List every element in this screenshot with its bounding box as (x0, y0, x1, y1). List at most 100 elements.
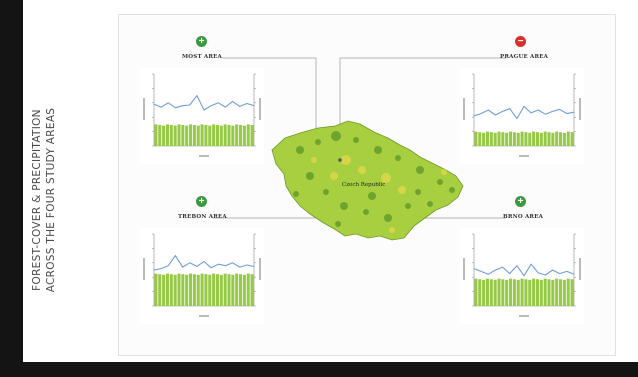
forest-cover-bar (528, 132, 532, 146)
forest-cover-bar (539, 279, 543, 306)
forest-cover-bar (505, 132, 509, 146)
country-label: Czech Republic (342, 182, 386, 188)
forest-cover-bar (165, 273, 169, 306)
forest-cover-bar (212, 273, 216, 306)
forest-cover-bar (528, 279, 532, 306)
forest-cover-bar (535, 279, 539, 306)
forest-cover-bar (570, 279, 574, 306)
forest-cover-bar (181, 274, 185, 306)
forest-cover-bar (235, 273, 239, 306)
forest-cover-bar (154, 273, 158, 306)
forest-cover-bar (223, 273, 227, 306)
y-axis-title-stub (463, 98, 465, 120)
forest-cover-bar (177, 273, 181, 306)
forest-cover-bar (227, 274, 231, 306)
forest-cover-bar (239, 274, 243, 306)
forest-cover-bar (200, 273, 204, 306)
prague-negative-badge: − (515, 36, 526, 47)
forest-cover-bar (524, 279, 528, 306)
forest-cover-bar (532, 131, 536, 146)
forest-cover-bar (555, 131, 559, 146)
forest-cover-bar (493, 279, 497, 306)
forest-cover-bar (547, 132, 551, 146)
x-axis-title-stub (199, 155, 209, 157)
trebon-area-label: TREBON AREA (178, 214, 227, 220)
forest-cover-bar (181, 125, 185, 146)
most-area-chart (140, 68, 264, 164)
most-positive-badge: + (196, 36, 207, 47)
forest-cover-bar (242, 125, 246, 146)
forest-cover-bar (196, 274, 200, 306)
forest-cover-bar (516, 279, 520, 306)
forest-cover-bar (555, 278, 559, 306)
forest-cover-bar (478, 132, 482, 146)
forest-cover-bar (246, 273, 250, 306)
forest-cover-bar (535, 132, 539, 146)
x-axis-title-stub (519, 155, 529, 157)
y2-axis-title-stub (579, 258, 581, 280)
forest-cover-bar (189, 124, 193, 146)
forest-cover-bar (162, 125, 166, 146)
forest-cover-bar (208, 274, 212, 306)
forest-cover-bar (509, 278, 513, 306)
forest-cover-bar (192, 274, 196, 306)
y2-axis-title-stub (259, 98, 261, 120)
forest-cover-bar (520, 131, 524, 146)
forest-cover-bar (489, 279, 493, 306)
forest-cover-bar (532, 278, 536, 306)
forest-cover-bar (204, 274, 208, 306)
y-axis-title-stub (143, 258, 145, 280)
forest-cover-bar (516, 132, 520, 146)
forest-cover-bar (177, 124, 181, 146)
forest-cover-bar (196, 125, 200, 146)
forest-cover-bar (489, 132, 493, 146)
most-area-label: MOST AREA (182, 54, 222, 60)
forest-cover-bar (547, 279, 551, 306)
y-axis-title-stub (143, 98, 145, 120)
forest-cover-bar (231, 274, 235, 306)
forest-cover-bar (543, 131, 547, 146)
bottom-dark-bar (0, 362, 638, 377)
forest-cover-bar (505, 279, 509, 306)
forest-cover-bar (235, 124, 239, 146)
forest-cover-bar (231, 125, 235, 146)
forest-cover-bar (497, 278, 501, 306)
forest-cover-bar (169, 274, 173, 306)
forest-cover-bar (185, 125, 189, 146)
precipitation-line (153, 95, 255, 111)
trebon-positive-badge: + (196, 196, 207, 207)
forest-cover-bar (562, 279, 566, 306)
forest-cover-bar (189, 273, 193, 306)
czech-republic-map (271, 120, 464, 241)
forest-cover-bar (482, 279, 486, 306)
precipitation-line (473, 263, 575, 277)
forest-cover-bar (223, 124, 227, 146)
trebon-area-chart (140, 228, 264, 324)
forest-cover-bar (566, 131, 570, 146)
prague-area-chart (460, 68, 584, 164)
connector-most (222, 57, 317, 140)
forest-cover-bar (204, 125, 208, 146)
precipitation-line (153, 255, 255, 271)
forest-cover-bar (192, 125, 196, 146)
forest-cover-bar (246, 124, 250, 146)
forest-cover-bar (512, 132, 516, 146)
forest-cover-bar (239, 125, 243, 146)
forest-cover-bar (566, 278, 570, 306)
x-axis-title-stub (199, 315, 209, 317)
y-axis-title-stub (463, 258, 465, 280)
forest-cover-bar (200, 124, 204, 146)
forest-cover-bar (154, 124, 158, 146)
forest-cover-bar (497, 131, 501, 146)
forest-cover-bar (562, 132, 566, 146)
precipitation-line (473, 105, 575, 120)
forest-cover-bar (543, 278, 547, 306)
forest-cover-bar (208, 125, 212, 146)
forest-cover-bar (501, 279, 505, 306)
forest-cover-bar (158, 125, 162, 146)
x-axis-title-stub (519, 315, 529, 317)
forest-cover-bar (524, 132, 528, 146)
forest-cover-bar (250, 125, 254, 146)
forest-cover-bar (493, 132, 497, 146)
